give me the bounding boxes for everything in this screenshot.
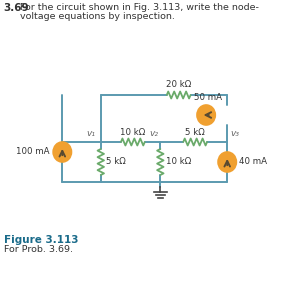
Text: 10 kΩ: 10 kΩ bbox=[166, 157, 191, 166]
Text: 3.69: 3.69 bbox=[4, 3, 29, 13]
Text: 10 kΩ: 10 kΩ bbox=[120, 128, 145, 137]
Text: 50 mA: 50 mA bbox=[194, 93, 222, 102]
Circle shape bbox=[197, 105, 215, 125]
Text: 20 kΩ: 20 kΩ bbox=[166, 80, 191, 89]
Text: Figure 3.113: Figure 3.113 bbox=[4, 235, 78, 245]
Text: 40 mA: 40 mA bbox=[239, 157, 267, 166]
Circle shape bbox=[218, 152, 236, 172]
Text: 5 kΩ: 5 kΩ bbox=[185, 128, 205, 137]
Text: v₁: v₁ bbox=[86, 129, 95, 138]
Text: For the circuit shown in Fig. 3.113, write the node-: For the circuit shown in Fig. 3.113, wri… bbox=[20, 3, 259, 12]
Text: 100 mA: 100 mA bbox=[16, 148, 49, 157]
Circle shape bbox=[53, 142, 72, 162]
Text: voltage equations by inspection.: voltage equations by inspection. bbox=[20, 12, 175, 21]
Text: 5 kΩ: 5 kΩ bbox=[106, 157, 126, 166]
Text: For Prob. 3.69.: For Prob. 3.69. bbox=[4, 245, 73, 254]
Text: v₃: v₃ bbox=[230, 129, 239, 138]
Text: v₂: v₂ bbox=[150, 129, 159, 138]
